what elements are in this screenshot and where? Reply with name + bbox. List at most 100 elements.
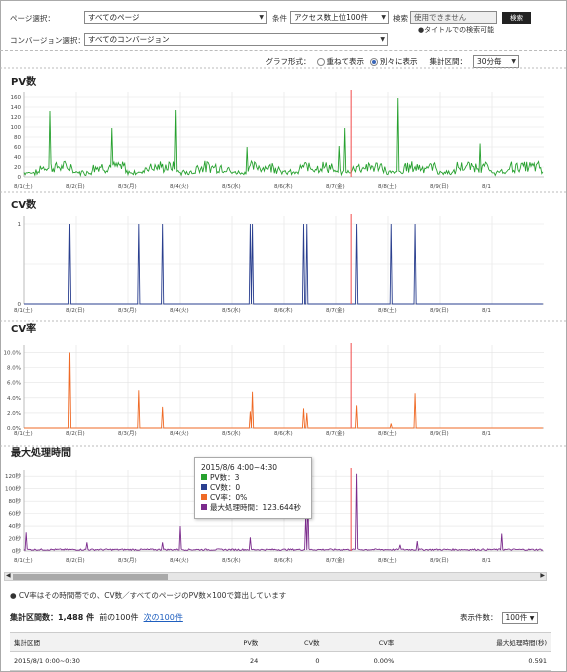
pv-y-tick-label: 40: [14, 155, 21, 161]
chevron-down-icon: ▼: [380, 36, 385, 43]
maxtime-x-tick-label: 8/7(金): [326, 556, 345, 564]
cv-x-tick-label: 8/1(土): [14, 306, 33, 314]
per-page: 表示件数： 100件 ▼: [460, 612, 539, 624]
cvr-series-line: [24, 352, 543, 429]
maxtime-x-tick-label: 8/3(月): [118, 557, 137, 564]
pv-series-line: [23, 97, 544, 178]
header-cv[interactable]: CV数: [262, 632, 324, 652]
cv-chart-title: CV数: [11, 200, 37, 211]
cvr-x-tick-label: 8/6(木): [274, 429, 293, 437]
cv-x-tick-label: 8/4(火): [170, 308, 189, 314]
per-page-select[interactable]: 100件 ▼: [501, 612, 539, 624]
maxtime-x-tick-label: 8/9(日): [430, 557, 449, 564]
legend-square-icon: [201, 484, 207, 490]
scroll-right-icon[interactable]: ▶: [540, 572, 545, 579]
maxtime-x-tick-label: 8/4(火): [170, 558, 189, 564]
pv-x-tick-label: 8/1: [482, 184, 491, 190]
condition-select[interactable]: アクセス数上位100件 ▼: [290, 11, 389, 24]
option-separate[interactable]: 別々に表示: [370, 56, 418, 67]
header-interval[interactable]: 集計区間: [10, 632, 203, 652]
cvr-chart-title: CV率: [11, 324, 37, 335]
tooltip-pv: PV数：3: [201, 472, 305, 482]
cv-x-tick-label: 8/5(水): [222, 306, 241, 314]
maxtime-x-tick-label: 8/1: [482, 558, 491, 564]
pv-x-tick-label: 8/4(火): [170, 184, 189, 190]
chevron-down-icon: ▼: [511, 58, 516, 65]
pv-chart-title: PV数: [11, 77, 37, 88]
condition-select-value: アクセス数上位100件: [294, 13, 368, 22]
maxtime-y-tick-label: 40秒: [9, 522, 22, 530]
page-select[interactable]: すべてのページ ▼: [84, 11, 267, 24]
summary-count: 1,488 件: [58, 613, 95, 622]
pv-x-tick-label: 8/6(木): [274, 182, 293, 190]
cell-maxtime: 0.591: [398, 651, 551, 671]
maxtime-y-tick-label: 0秒: [12, 547, 21, 555]
pv-y-tick-label: 120: [11, 115, 22, 121]
maxtime-y-tick-label: 100秒: [5, 485, 21, 493]
header-pv[interactable]: PV数: [202, 632, 263, 652]
legend-square-icon: [201, 474, 207, 480]
tooltip-maxtime-text: 最大処理時間：123.644秒: [210, 502, 302, 512]
cvr-x-tick-label: 8/1(土): [14, 429, 33, 437]
results-table: 集計区間 PV数 CV数 CV率 最大処理時間(秒) 2015/8/1 0:00…: [10, 632, 551, 671]
chart-tooltip: 2015/8/6 4:00~4:30 PV数：3 CV数：0 CV率：0% 最大…: [194, 457, 312, 519]
tooltip-cv: CV数：0: [201, 482, 305, 492]
chevron-down-icon: ▼: [259, 14, 264, 21]
maxtime-y-tick-label: 60秒: [9, 510, 22, 518]
cell-cv: 0: [262, 651, 324, 671]
cv-x-tick-label: 8/3(月): [118, 307, 137, 314]
legend-square-icon: [201, 494, 207, 500]
cv-x-tick-label: 8/8(土): [378, 306, 397, 314]
cell-cvr: 0.00%: [323, 651, 399, 671]
header-maxtime[interactable]: 最大処理時間(秒): [398, 632, 551, 652]
page-select-label: ページ選択：: [10, 14, 55, 23]
cvr-y-tick-label: 10.0%: [4, 351, 21, 357]
pv-y-tick-label: 20: [14, 165, 21, 171]
cvr-x-tick-label: 8/8(土): [378, 429, 397, 437]
condition-label: 条件: [272, 14, 287, 23]
pv-y-tick-label: 60: [14, 145, 21, 151]
tooltip-pv-text: PV数：3: [210, 472, 240, 482]
tooltip-cvr: CV率：0%: [201, 492, 305, 502]
pv-x-tick-label: 8/5(水): [222, 182, 241, 190]
search-button[interactable]: 検索: [502, 12, 531, 24]
tooltip-cv-text: CV数：0: [210, 482, 241, 492]
search-input[interactable]: 使用できません: [410, 11, 497, 24]
conversion-select-value: すべてのコンバージョン: [88, 35, 170, 44]
header-cvr[interactable]: CV率: [323, 632, 399, 652]
scrollbar-thumb[interactable]: [13, 574, 168, 580]
pv-x-tick-label: 8/2(日): [66, 183, 85, 190]
per-page-value: 100件: [505, 613, 528, 622]
pv-x-tick-label: 8/7(金): [326, 182, 345, 190]
interval-select-value: 30分毎: [477, 57, 502, 66]
cvr-x-tick-label: 8/7(金): [326, 429, 345, 437]
cvr-y-tick-label: 4.0%: [7, 396, 21, 402]
scroll-left-icon[interactable]: ◀: [6, 572, 11, 579]
cv-x-tick-label: 8/2(日): [66, 307, 85, 314]
cv-y-tick-label: 0: [18, 302, 22, 308]
cv-x-tick-label: 8/1: [482, 308, 491, 314]
pv-y-tick-label: 160: [11, 95, 22, 101]
prev-page-text: 前の100件: [99, 613, 139, 622]
legend-square-icon: [201, 504, 207, 510]
cv-x-tick-label: 8/9(日): [430, 307, 449, 314]
table-header-row: 集計区間 PV数 CV数 CV率 最大処理時間(秒): [10, 632, 551, 652]
option-separate-label: 別々に表示: [380, 57, 418, 66]
divider: [0, 50, 567, 51]
maxtime-series-line: [23, 473, 544, 552]
cvr-x-tick-label: 8/3(月): [118, 430, 137, 437]
cvr-y-tick-label: 8.0%: [7, 366, 21, 372]
chart-scrollbar[interactable]: ◀ ▶: [4, 572, 547, 581]
option-overlay[interactable]: 重ねて表示: [316, 56, 364, 67]
next-page-link[interactable]: 次の100件: [143, 613, 183, 622]
pv-y-tick-label: 100: [11, 125, 22, 131]
summary: 集計区間数：1,488 件 前の100件 次の100件: [10, 612, 183, 623]
tooltip-cvr-text: CV率：0%: [210, 492, 248, 502]
pv-y-tick-label: 140: [11, 105, 22, 111]
conversion-select[interactable]: すべてのコンバージョン ▼: [84, 33, 388, 46]
conversion-select-label: コンバージョン選択：: [10, 36, 85, 45]
maxtime-y-tick-label: 80秒: [9, 497, 22, 505]
chevron-down-icon: ▼: [381, 14, 386, 21]
maxtime-x-tick-label: 8/8(土): [378, 556, 397, 564]
graph-format-label: グラフ形式：: [265, 57, 311, 66]
